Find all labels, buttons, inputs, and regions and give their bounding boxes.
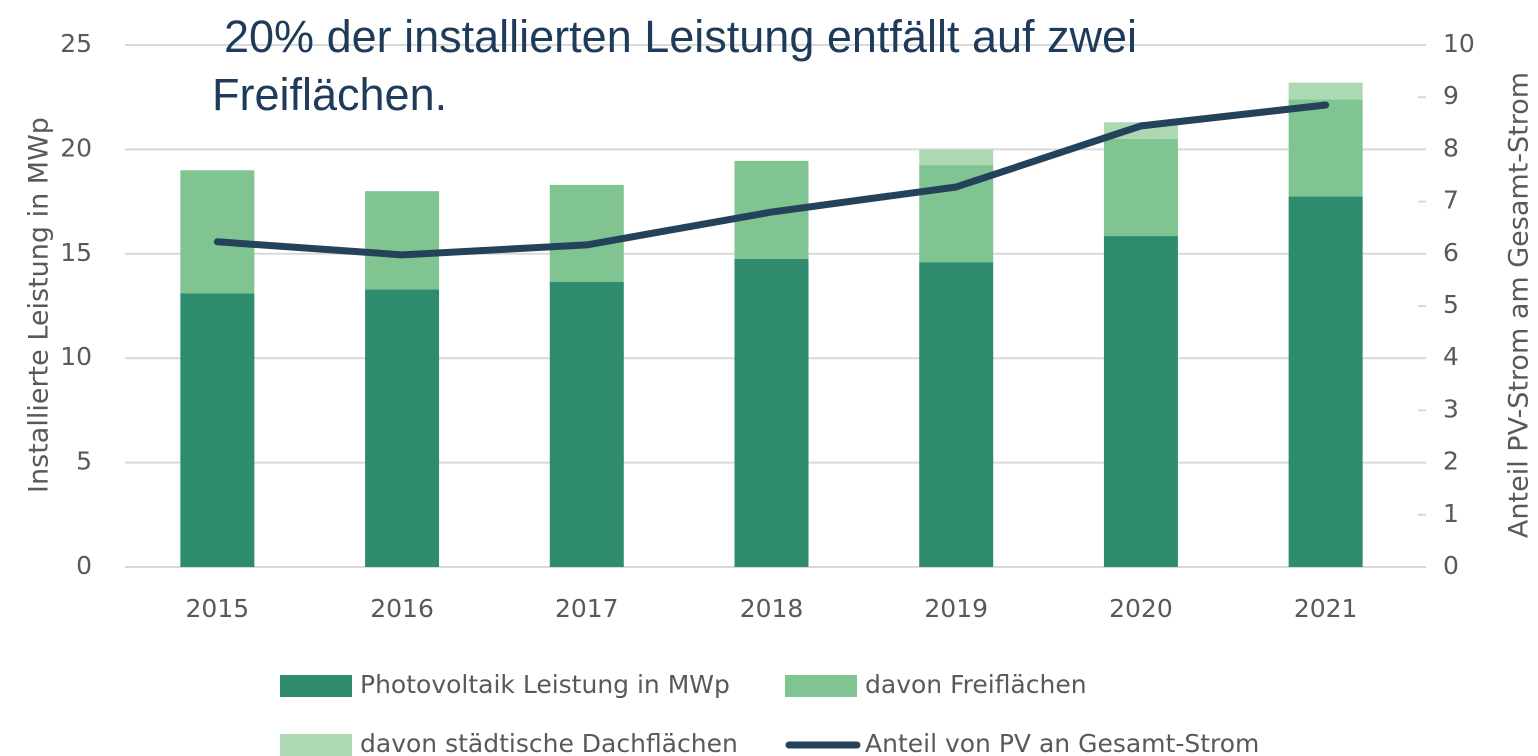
y-tick-label: 10 — [60, 342, 92, 371]
bar-segment — [1288, 82, 1363, 100]
x-tick-label: 2019 — [924, 594, 988, 623]
legend-label: davon Freiflächen — [865, 670, 1087, 699]
y-tick-label: 25 — [60, 29, 92, 58]
y-tick-label: 5 — [76, 447, 92, 476]
y2-tick-label: 7 — [1443, 186, 1459, 215]
x-tick-label: 2020 — [1109, 594, 1173, 623]
x-tick-label: 2017 — [555, 594, 619, 623]
bar-segment — [180, 293, 255, 567]
y2-tick-label: 1 — [1443, 499, 1459, 528]
bar-segment — [1103, 236, 1178, 567]
y2-tick-label: 9 — [1443, 81, 1459, 110]
bar-segment — [1288, 99, 1363, 197]
y-tick-label: 20 — [60, 133, 92, 162]
y2-tick-label: 8 — [1443, 133, 1459, 162]
bar-segment — [549, 184, 624, 282]
y2-tick-label: 5 — [1443, 290, 1459, 319]
legend-label: davon städtische Dachflächen — [360, 729, 738, 756]
legend-swatch — [785, 675, 857, 697]
y2-tick-label: 0 — [1443, 551, 1459, 580]
bar-segment — [180, 170, 255, 294]
y-axis-label: Installierte Leistung in MWp — [24, 117, 55, 493]
x-tick-label: 2018 — [740, 594, 804, 623]
y2-tick-label: 3 — [1443, 394, 1459, 423]
x-tick-label: 2015 — [186, 594, 250, 623]
y2-tick-label: 2 — [1443, 447, 1459, 476]
x-tick-label: 2021 — [1294, 594, 1358, 623]
legend-swatch — [280, 675, 352, 697]
legend-label: Photovoltaik Leistung in MWp — [360, 670, 730, 699]
bar-segment — [365, 289, 440, 567]
bar-segment — [549, 281, 624, 567]
x-tick-label: 2016 — [370, 594, 434, 623]
chart-title: 20% der installierten Leistung entfällt … — [212, 11, 1138, 120]
y2-tick-label: 10 — [1443, 29, 1475, 58]
legend-swatch — [280, 734, 352, 756]
legend-label: Anteil von PV an Gesamt-Strom — [865, 729, 1259, 756]
line-series — [213, 101, 1330, 259]
y2-tick-label: 6 — [1443, 238, 1459, 267]
bar-segment — [919, 262, 994, 567]
bar-segment — [919, 149, 994, 166]
y2-axis-label: Anteil PV-Strom am Gesamt-Strom — [1504, 72, 1535, 538]
y2-tick-label: 4 — [1443, 342, 1459, 371]
y-tick-label: 15 — [60, 238, 92, 267]
bar-segment — [365, 191, 440, 290]
bar-segment — [734, 259, 809, 567]
y-tick-label: 0 — [76, 551, 92, 580]
bar-segment — [1288, 196, 1363, 567]
bar-segment — [1103, 138, 1178, 237]
